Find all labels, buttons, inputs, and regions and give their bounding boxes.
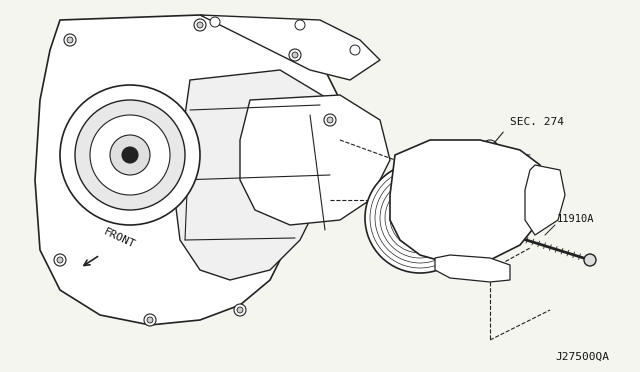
Circle shape — [410, 208, 430, 228]
Circle shape — [415, 213, 425, 223]
Circle shape — [64, 34, 76, 46]
Circle shape — [289, 49, 301, 61]
Polygon shape — [390, 140, 545, 265]
Circle shape — [90, 115, 170, 195]
Polygon shape — [35, 15, 340, 325]
Text: 11910A: 11910A — [557, 214, 595, 224]
Circle shape — [584, 254, 596, 266]
Circle shape — [237, 307, 243, 313]
Polygon shape — [175, 70, 340, 280]
Polygon shape — [240, 95, 390, 225]
Polygon shape — [525, 165, 565, 235]
Circle shape — [57, 257, 63, 263]
Circle shape — [197, 22, 203, 28]
Circle shape — [402, 200, 438, 236]
Text: J27500QA: J27500QA — [555, 352, 609, 362]
Polygon shape — [435, 255, 510, 282]
Circle shape — [144, 314, 156, 326]
Text: FRONT: FRONT — [102, 227, 137, 250]
Polygon shape — [200, 15, 380, 80]
Circle shape — [482, 140, 498, 156]
Circle shape — [350, 45, 360, 55]
Circle shape — [54, 254, 66, 266]
Circle shape — [210, 17, 220, 27]
Circle shape — [75, 100, 185, 210]
Circle shape — [60, 85, 200, 225]
Circle shape — [110, 135, 150, 175]
Circle shape — [504, 149, 516, 161]
Circle shape — [324, 114, 336, 126]
Circle shape — [147, 317, 153, 323]
Circle shape — [292, 52, 298, 58]
Circle shape — [327, 117, 333, 123]
Text: SEC. 274: SEC. 274 — [510, 117, 564, 127]
Circle shape — [295, 20, 305, 30]
Circle shape — [194, 19, 206, 31]
Circle shape — [122, 147, 138, 163]
Circle shape — [67, 37, 73, 43]
Circle shape — [365, 163, 475, 273]
Circle shape — [234, 304, 246, 316]
